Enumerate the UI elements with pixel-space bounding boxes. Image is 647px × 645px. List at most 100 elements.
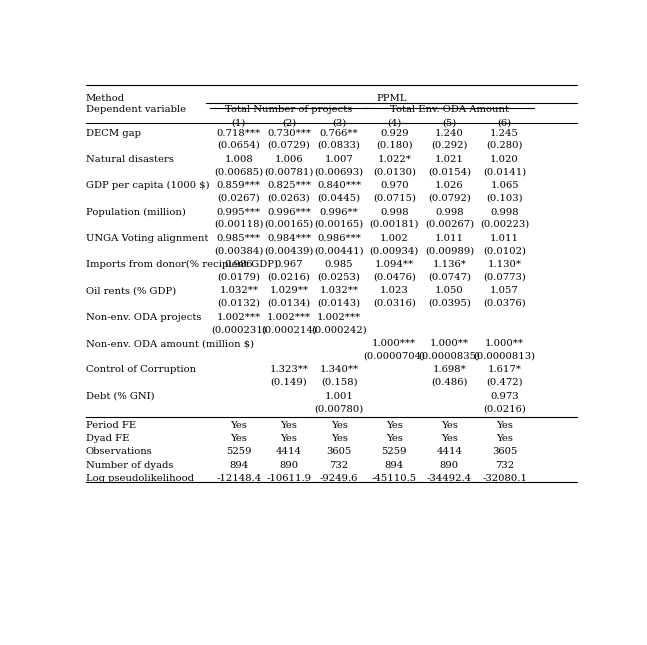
Text: 0.929: 0.929: [380, 128, 408, 137]
Text: -32080.1: -32080.1: [482, 474, 527, 483]
Text: (0.292): (0.292): [431, 141, 468, 150]
Text: 0.730***: 0.730***: [267, 128, 311, 137]
Text: Yes: Yes: [281, 434, 298, 443]
Text: 4414: 4414: [437, 448, 463, 457]
Text: 1.057: 1.057: [490, 286, 519, 295]
Text: 1.011: 1.011: [435, 234, 464, 243]
Text: (0.0102): (0.0102): [483, 246, 526, 255]
Text: (0.00780): (0.00780): [314, 404, 364, 413]
Text: (0.0000813): (0.0000813): [474, 352, 536, 361]
Text: (0.0141): (0.0141): [483, 167, 526, 176]
Text: 1.002***: 1.002***: [317, 313, 361, 322]
Text: (0.0376): (0.0376): [483, 299, 526, 308]
Text: 1.022*: 1.022*: [377, 155, 411, 164]
Text: 1.094**: 1.094**: [375, 260, 414, 269]
Text: (0.00934): (0.00934): [369, 246, 419, 255]
Text: 0.984***: 0.984***: [267, 234, 311, 243]
Text: 890: 890: [440, 461, 459, 470]
Text: (0.0747): (0.0747): [428, 272, 471, 281]
Text: Yes: Yes: [496, 421, 513, 430]
Text: 0.986***: 0.986***: [317, 234, 361, 243]
Text: (0.0395): (0.0395): [428, 299, 471, 308]
Text: 5259: 5259: [226, 448, 252, 457]
Text: (2): (2): [282, 118, 296, 127]
Text: (0.0833): (0.0833): [318, 141, 360, 150]
Text: Yes: Yes: [331, 421, 347, 430]
Text: Yes: Yes: [331, 434, 347, 443]
Text: (0.00989): (0.00989): [425, 246, 474, 255]
Text: 3605: 3605: [327, 448, 352, 457]
Text: 1.008: 1.008: [225, 155, 253, 164]
Text: (0.0132): (0.0132): [217, 299, 260, 308]
Text: 1.000**: 1.000**: [430, 339, 469, 348]
Text: 3605: 3605: [492, 448, 517, 457]
Text: 0.967: 0.967: [275, 260, 303, 269]
Text: 1.323**: 1.323**: [269, 366, 309, 375]
Text: 1.002: 1.002: [380, 234, 409, 243]
Text: (3): (3): [332, 118, 346, 127]
Text: -45110.5: -45110.5: [372, 474, 417, 483]
Text: (0.00441): (0.00441): [314, 246, 364, 255]
Text: 1.050: 1.050: [435, 286, 464, 295]
Text: (0.0134): (0.0134): [267, 299, 311, 308]
Text: 1.240: 1.240: [435, 128, 464, 137]
Text: 1.617*: 1.617*: [488, 366, 521, 375]
Text: (0.00384): (0.00384): [214, 246, 263, 255]
Text: 0.766**: 0.766**: [320, 128, 358, 137]
Text: (0.0143): (0.0143): [318, 299, 360, 308]
Text: 1.011: 1.011: [490, 234, 519, 243]
Text: 1.130*: 1.130*: [488, 260, 521, 269]
Text: 0.859***: 0.859***: [217, 181, 261, 190]
Text: 1.000***: 1.000***: [372, 339, 416, 348]
Text: 4414: 4414: [276, 448, 302, 457]
Text: 0.998: 0.998: [380, 208, 408, 217]
Text: (0.0316): (0.0316): [373, 299, 416, 308]
Text: Dyad FE: Dyad FE: [86, 434, 129, 443]
Text: 1.029**: 1.029**: [269, 286, 309, 295]
Text: -9249.6: -9249.6: [320, 474, 358, 483]
Text: 1.020: 1.020: [490, 155, 519, 164]
Text: Method: Method: [86, 94, 125, 103]
Text: 1.698*: 1.698*: [433, 366, 466, 375]
Text: 5259: 5259: [382, 448, 407, 457]
Text: (0.000242): (0.000242): [311, 325, 367, 334]
Text: Total Number of projects: Total Number of projects: [225, 104, 353, 114]
Text: 1.065: 1.065: [490, 181, 519, 190]
Text: Yes: Yes: [386, 421, 402, 430]
Text: 0.825***: 0.825***: [267, 181, 311, 190]
Text: (0.00693): (0.00693): [314, 167, 364, 176]
Text: 0.985: 0.985: [325, 260, 353, 269]
Text: 0.973: 0.973: [490, 392, 519, 401]
Text: (0.0179): (0.0179): [217, 272, 260, 281]
Text: (0.00165): (0.00165): [265, 220, 314, 229]
Text: 1.026: 1.026: [435, 181, 464, 190]
Text: 1.023: 1.023: [380, 286, 409, 295]
Text: 732: 732: [329, 461, 349, 470]
Text: 1.007: 1.007: [325, 155, 353, 164]
Text: 1.032**: 1.032**: [219, 286, 258, 295]
Text: Yes: Yes: [496, 434, 513, 443]
Text: 0.718***: 0.718***: [217, 128, 261, 137]
Text: (0.0154): (0.0154): [428, 167, 471, 176]
Text: Oil rents (% GDP): Oil rents (% GDP): [86, 286, 176, 295]
Text: 1.006: 1.006: [275, 155, 303, 164]
Text: 0.986: 0.986: [225, 260, 253, 269]
Text: (0.0715): (0.0715): [373, 194, 416, 203]
Text: (4): (4): [387, 118, 401, 127]
Text: Non-env. ODA projects: Non-env. ODA projects: [86, 313, 201, 322]
Text: (0.00439): (0.00439): [264, 246, 314, 255]
Text: (0.000214): (0.000214): [261, 325, 317, 334]
Text: Dependent variable: Dependent variable: [86, 104, 186, 114]
Text: PPML: PPML: [377, 94, 407, 103]
Text: Debt (% GNI): Debt (% GNI): [86, 392, 155, 401]
Text: (0.00223): (0.00223): [480, 220, 529, 229]
Text: 0.998: 0.998: [435, 208, 464, 217]
Text: (0.103): (0.103): [487, 194, 523, 203]
Text: (0.0729): (0.0729): [267, 141, 311, 150]
Text: (0.00781): (0.00781): [264, 167, 314, 176]
Text: (0.0445): (0.0445): [318, 194, 360, 203]
Text: (0.0792): (0.0792): [428, 194, 471, 203]
Text: 1.021: 1.021: [435, 155, 464, 164]
Text: 732: 732: [495, 461, 514, 470]
Text: 0.840***: 0.840***: [317, 181, 361, 190]
